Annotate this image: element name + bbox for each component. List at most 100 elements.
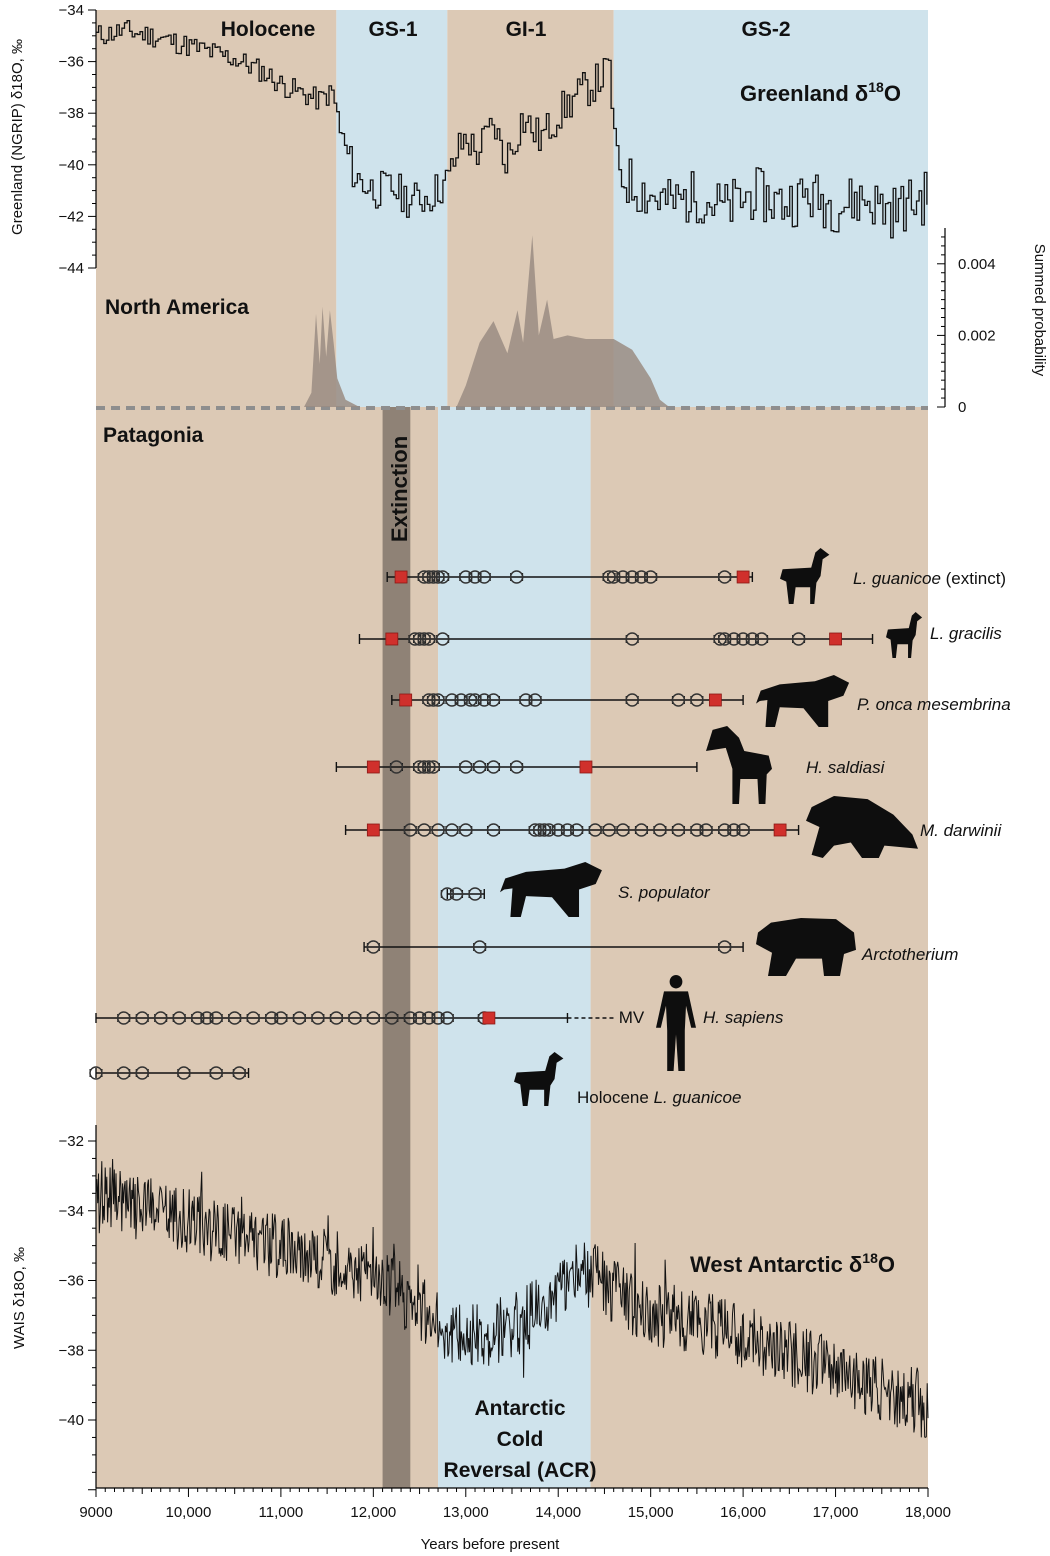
species-row: L. guanicoe (extinct) [386, 548, 1006, 604]
date-point [422, 693, 436, 707]
date-point [408, 632, 422, 646]
date-point [468, 693, 482, 707]
date-point [528, 823, 542, 837]
date-point [412, 1011, 427, 1025]
species-silhouette [756, 918, 856, 976]
patagonia-panel: Patagonia Extinction L. guanicoe (extinct)… [89, 424, 1011, 1107]
date-point [588, 823, 602, 837]
x-tick-label: 13,000 [443, 1504, 489, 1521]
x-tick-label: 9000 [79, 1504, 112, 1521]
date-point [727, 632, 741, 646]
x-tick-label: 17,000 [813, 1504, 859, 1521]
x-tick-label: 11,000 [259, 1504, 304, 1521]
period-band-top [96, 10, 337, 407]
x-tick-label: 12,000 [350, 1504, 396, 1521]
species-label: P. onca mesembrina [857, 695, 1011, 714]
wais-tick-label: −34 [59, 1203, 84, 1220]
species-label: Holocene L. guanicoe [577, 1088, 741, 1107]
acr-label-line: Antarctic [474, 1397, 565, 1420]
species-row: M. darwinii [344, 796, 1002, 858]
frad-lad-marker [482, 1011, 496, 1025]
date-point [459, 823, 473, 837]
date-point [389, 760, 404, 774]
date-point [745, 632, 760, 646]
species-row: L. gracilis [358, 612, 1002, 658]
wais-title-o: O [878, 1252, 895, 1277]
date-point [625, 693, 639, 707]
date-point [717, 823, 732, 837]
date-point [426, 693, 441, 707]
date-point [348, 1011, 362, 1025]
date-point [477, 570, 492, 584]
date-point [135, 1066, 149, 1080]
date-point [486, 760, 501, 774]
wais-tick-label: −32 [59, 1133, 84, 1150]
date-point [671, 823, 686, 837]
date-point [422, 632, 436, 646]
x-tick-label: 14,000 [535, 1504, 581, 1521]
date-point [190, 1011, 205, 1025]
wais-y-label: WAIS δ18O, ‰ [11, 1247, 28, 1349]
date-point [454, 693, 468, 707]
date-point [426, 760, 441, 774]
x-axis-label: Years before present [421, 1536, 561, 1553]
date-point [449, 887, 464, 901]
date-point [232, 1066, 247, 1080]
date-point [602, 570, 616, 584]
mv-tag: MV [619, 1008, 645, 1027]
species-row: P. onca mesembrina [391, 675, 1011, 727]
probability-tick-label: 0.004 [958, 256, 996, 273]
date-point [417, 760, 431, 774]
species-label-name: Arctotherium [861, 945, 958, 964]
date-point [468, 570, 482, 584]
date-point [431, 823, 445, 837]
species-silhouette [656, 975, 696, 1071]
greenland-tick-label: −36 [59, 54, 84, 71]
date-point [417, 823, 431, 837]
date-point [440, 1011, 455, 1025]
date-point [528, 693, 542, 707]
date-point [542, 823, 556, 837]
date-point [653, 823, 667, 837]
period-band-top [336, 10, 448, 407]
date-point [634, 823, 649, 837]
wais-tick-label: −36 [59, 1273, 84, 1290]
date-point [616, 823, 630, 837]
date-point [172, 1011, 186, 1025]
patagonia-label: Patagonia [103, 424, 204, 447]
date-point [717, 940, 732, 954]
date-point [116, 1011, 131, 1025]
greenland-tick-label: −38 [59, 105, 84, 122]
greenland-d18o-series [96, 20, 928, 239]
date-point [177, 1066, 191, 1080]
species-label-prefix: Holocene [577, 1088, 654, 1107]
date-point [435, 632, 450, 646]
date-point [459, 570, 473, 584]
north-america-label: North America [105, 296, 249, 319]
date-point [625, 570, 639, 584]
period-label: Holocene [221, 18, 316, 41]
date-point [468, 887, 482, 901]
frad-lad-marker [366, 760, 380, 774]
date-point [717, 632, 732, 646]
date-point [209, 1011, 223, 1025]
species-label: M. darwinii [920, 821, 1002, 840]
date-point [422, 760, 436, 774]
greenland-tick-label: −34 [59, 2, 84, 19]
date-point [486, 693, 501, 707]
greenland-tick-label: −40 [59, 157, 84, 174]
frad-lad-marker [385, 632, 399, 646]
date-point [431, 693, 445, 707]
date-point [791, 632, 806, 646]
date-point [509, 570, 524, 584]
date-point [426, 570, 441, 584]
date-point [445, 693, 459, 707]
frad-lad-marker [829, 632, 842, 646]
north-america-probability-panel: 0 0.002 0.004 Summed probability North Ameri… [105, 228, 1048, 416]
date-point [403, 823, 418, 837]
species-label-name: H. saldiasi [806, 758, 886, 777]
date-point [754, 632, 769, 646]
date-point [606, 570, 621, 584]
date-point [440, 887, 455, 901]
date-point [311, 1011, 325, 1025]
